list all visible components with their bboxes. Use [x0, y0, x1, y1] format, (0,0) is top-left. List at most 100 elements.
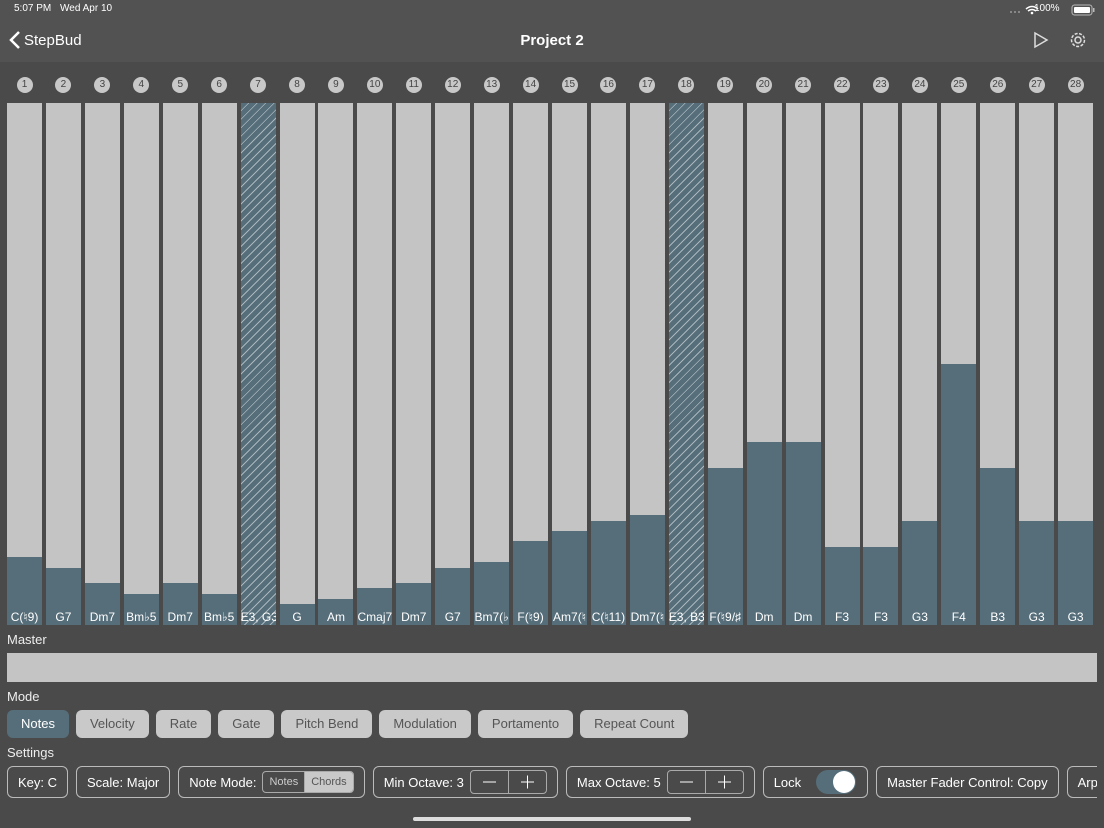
arpeggio-button[interactable]: Arpeggi	[1066, 766, 1097, 798]
step-level	[7, 557, 42, 625]
step-number: 4	[133, 77, 150, 93]
step-fader[interactable]: G7	[45, 103, 81, 625]
step-label: Dm7(♮	[630, 610, 665, 624]
step-fader[interactable]: G3	[1019, 103, 1055, 625]
step-label: G7	[444, 610, 461, 624]
step-label: Bm♭5	[126, 610, 157, 624]
segment-option[interactable]: Chords	[304, 772, 353, 792]
step-level	[513, 541, 549, 625]
step-level	[357, 588, 393, 625]
section-label: Mode	[7, 689, 40, 704]
step-number: 24	[911, 77, 928, 93]
step-fader[interactable]: Dm	[746, 103, 782, 625]
mode-button[interactable]: Notes	[7, 710, 69, 738]
step-fader[interactable]: G7	[435, 103, 471, 625]
step-label: Dm7	[401, 610, 427, 624]
master-fader-control[interactable]: Master Fader Control: Copy	[876, 766, 1059, 798]
battery-label: 100%	[1034, 3, 1060, 14]
step-fader[interactable]: C(♮11)	[590, 103, 626, 625]
segment-option[interactable]: Notes	[269, 776, 299, 788]
lock-toggle[interactable]	[815, 769, 857, 795]
step-number: 2	[55, 77, 72, 93]
step-label: F(♮9)	[517, 610, 544, 624]
step-fader[interactable]: Bm♭5	[123, 103, 159, 625]
step-label: E3, G3	[240, 610, 276, 624]
step-label: G3	[1028, 610, 1045, 624]
step-fader[interactable]: F4	[941, 103, 977, 625]
step-level	[980, 468, 1016, 625]
step-fader[interactable]: Bm♭5	[201, 103, 237, 625]
step-fader[interactable]: Dm7(♮	[629, 103, 665, 625]
step-label: Dm7	[89, 610, 116, 624]
step-level	[84, 583, 120, 625]
step-label: Bm7(♭	[474, 610, 509, 624]
step-level	[629, 515, 665, 625]
mode-button[interactable]: Modulation	[379, 710, 471, 738]
step-level	[824, 546, 860, 625]
step-fader[interactable]: F(♮9/♯	[707, 103, 743, 625]
step-fader[interactable]: Bm7(♭	[474, 103, 510, 625]
step-number: 6	[211, 77, 228, 93]
step-number: 8	[289, 77, 305, 93]
mode-button[interactable]: Gate	[218, 710, 275, 738]
step-label: Cmaj7	[357, 610, 393, 624]
step-fader[interactable]: Cmaj7	[357, 103, 393, 625]
step-fader[interactable]: Am	[318, 103, 354, 625]
decrement[interactable]	[471, 771, 508, 793]
step-number: 17	[639, 77, 656, 93]
step-fader[interactable]: Dm7	[396, 103, 432, 625]
increment[interactable]	[704, 771, 743, 793]
step-label: Dm	[754, 610, 774, 624]
step-number: 7	[250, 77, 267, 93]
step-fader[interactable]: Dm7	[84, 103, 120, 625]
step-label: Dm7	[167, 610, 193, 624]
mode-button[interactable]: Velocity	[75, 710, 149, 738]
step-label: F3	[835, 610, 850, 624]
mode-button[interactable]: Portamento	[477, 710, 574, 738]
step-level	[201, 593, 237, 625]
step-label: G3	[911, 610, 928, 624]
master-fader[interactable]	[7, 653, 1097, 682]
step-level	[279, 604, 315, 625]
step-fader[interactable]: F3	[824, 103, 860, 625]
step-fader[interactable]: Am7(♮	[552, 103, 588, 625]
step-label: C(♮9)	[10, 610, 39, 624]
scale-button[interactable]: Scale: Major	[76, 766, 171, 798]
step-fader[interactable]: G3	[902, 103, 938, 625]
step-number: 12	[444, 77, 461, 93]
step-level	[474, 562, 510, 625]
step-level	[902, 520, 938, 625]
min-octave: Min Octave: 3	[372, 766, 558, 798]
step-fader[interactable]: F(♮9)	[513, 103, 549, 625]
back-button[interactable]: StepBud	[24, 32, 82, 49]
status-date: Wed Apr 10	[60, 3, 113, 14]
step-number: 11	[405, 77, 422, 93]
step-fader[interactable]: E3, B3	[668, 103, 704, 625]
step-fader[interactable]: C(♮9)	[7, 103, 42, 625]
step-fader[interactable]: G3	[1058, 103, 1094, 625]
back-chevron[interactable]	[8, 30, 22, 50]
step-fader[interactable]: Dm7	[162, 103, 198, 625]
play-button[interactable]	[1032, 30, 1050, 50]
key-button[interactable]: Key: C	[7, 766, 69, 798]
step-fader[interactable]: B3	[980, 103, 1016, 625]
home-indicator	[413, 817, 691, 821]
nav-title: Project 2	[520, 32, 584, 49]
increment[interactable]	[507, 771, 546, 793]
decrement[interactable]	[668, 771, 705, 793]
mode-button[interactable]: Rate	[155, 710, 212, 738]
step-number: 18	[678, 77, 695, 93]
mode-button[interactable]: Repeat Count	[580, 710, 689, 738]
step-fader[interactable]: G	[279, 103, 315, 625]
toggle-knob	[833, 771, 856, 793]
status-icons	[1010, 4, 1095, 16]
step-fader[interactable]: E3, G3	[240, 103, 276, 625]
step-number: 20	[756, 77, 773, 93]
step-label: Dm	[793, 610, 813, 624]
mode-button[interactable]: Pitch Bend	[281, 710, 373, 738]
settings-button[interactable]	[1068, 30, 1088, 50]
step-label: Am	[326, 610, 345, 624]
step-label: Am7(♮	[553, 610, 586, 624]
step-fader[interactable]: F3	[863, 103, 899, 625]
step-fader[interactable]: Dm	[785, 103, 821, 625]
